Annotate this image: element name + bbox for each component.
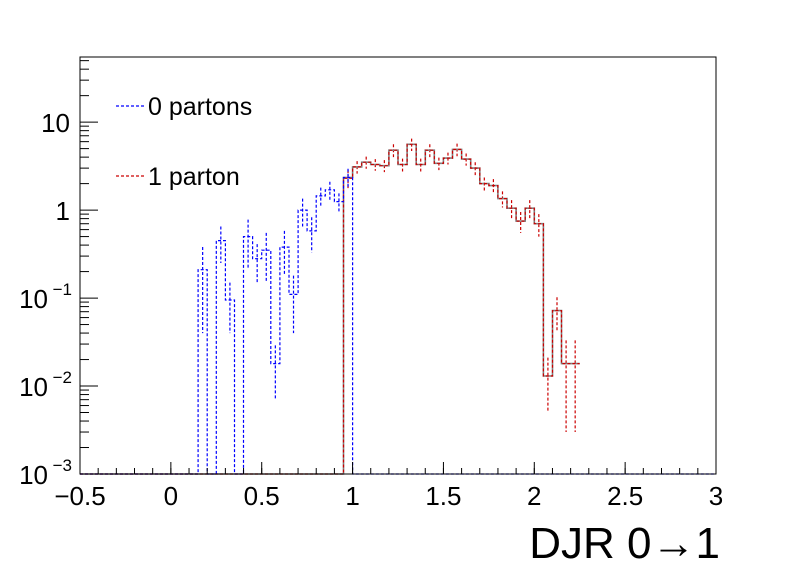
x-tick-label: −0.5 — [54, 481, 105, 511]
x-axis-label: DJR 0→1 — [529, 519, 720, 568]
legend-label-one-parton: 1 parton — [148, 163, 240, 191]
x-tick-label: 3 — [709, 481, 723, 511]
x-tick-label: 0 — [164, 481, 178, 511]
y-tick-label: 10 — [19, 284, 48, 314]
legend: 0 partons 1 parton — [116, 93, 252, 191]
y-tick-label: 10 — [19, 460, 48, 490]
x-tick-label: 1.5 — [425, 481, 461, 511]
y-tick-labels: 10 −3 10 −2 10 −1 1 10 — [19, 108, 72, 490]
y-tick-label: 1 — [56, 196, 70, 226]
y-tick-label: 10 — [19, 372, 48, 402]
y-tick-exponent: −1 — [53, 280, 72, 299]
legend-label-zero-partons: 0 partons — [148, 93, 252, 121]
y-tick-exponent: −3 — [53, 456, 72, 475]
x-tick-label: 1 — [345, 481, 359, 511]
y-tick-label: 10 — [41, 108, 70, 138]
axis-ticks — [79, 60, 717, 475]
y-tick-exponent: −2 — [53, 368, 72, 387]
x-tick-labels: −0.5 0 0.5 1 1.5 2 2.5 3 — [54, 481, 723, 511]
x-tick-label: 0.5 — [244, 481, 280, 511]
x-tick-label: 2 — [527, 481, 541, 511]
x-tick-label: 2.5 — [607, 481, 643, 511]
plot-frame — [79, 56, 717, 475]
